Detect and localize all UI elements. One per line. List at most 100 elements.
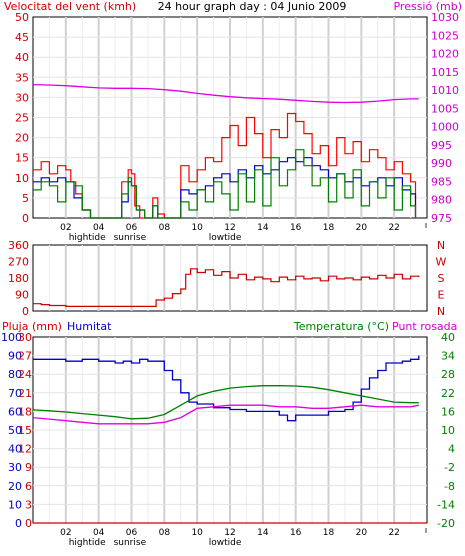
wind-x-tick-10: 10 bbox=[191, 223, 203, 233]
temp-y-tick-40: 40 bbox=[441, 331, 455, 344]
temp-y-tick-16: 16 bbox=[441, 405, 455, 418]
humidity-y-tick-20: 20 bbox=[8, 480, 22, 493]
rain-y-tick-18: 18 bbox=[18, 405, 32, 418]
humidity-y-tick-100: 100 bbox=[1, 331, 22, 344]
wind-y-tick-15: 15 bbox=[15, 152, 29, 165]
wind-y-tick-50: 50 bbox=[15, 11, 29, 24]
wind-y-tick-20: 20 bbox=[15, 132, 29, 145]
rain-y-tick-0: 0 bbox=[25, 517, 32, 530]
climate-x-end-tick: ı bbox=[425, 526, 428, 536]
pressure-y-tick-1030: 1030 bbox=[431, 11, 459, 24]
rain-y-tick-30: 30 bbox=[18, 331, 32, 344]
wind-x-tick-02: 02 bbox=[60, 223, 71, 233]
humidity-y-tick-40: 40 bbox=[8, 443, 22, 456]
humidity-y-tick-70: 70 bbox=[8, 387, 22, 400]
wind-annotation-hightide: hightide bbox=[69, 233, 106, 243]
wind-y-tick-5: 5 bbox=[22, 192, 29, 205]
pressure-y-tick-980: 980 bbox=[431, 194, 452, 207]
humidity-y-tick-60: 60 bbox=[8, 405, 22, 418]
wind-y-tick-0: 0 bbox=[22, 212, 29, 225]
climate-annotation-lowtide: lowtide bbox=[209, 538, 242, 548]
pressure-y-tick-1000: 1000 bbox=[431, 121, 459, 134]
pressure-y-tick-1010: 1010 bbox=[431, 84, 459, 97]
climate-annotation-sunrise: sunrise bbox=[114, 538, 147, 548]
temp-y-tick-28: 28 bbox=[441, 368, 455, 381]
rain-y-tick-9: 9 bbox=[25, 461, 32, 474]
wind-y-tick-30: 30 bbox=[15, 91, 29, 104]
direction-series-line bbox=[33, 268, 420, 307]
direction-compass-2-S: S bbox=[438, 272, 445, 285]
temp-y-tick--8: -8 bbox=[444, 480, 455, 493]
wind-annotation-sunrise: sunrise bbox=[114, 233, 147, 243]
temp-y-tick-10: 10 bbox=[441, 424, 455, 437]
rain-y-tick-15: 15 bbox=[18, 424, 32, 437]
climate-x-tick-02: 02 bbox=[60, 528, 71, 538]
rain-y-tick-27: 27 bbox=[18, 350, 32, 363]
direction-compass-3-E: E bbox=[438, 289, 445, 302]
dewpoint-series-line bbox=[32, 404, 419, 425]
humidity-y-tick-10: 10 bbox=[8, 498, 22, 511]
direction-y-tick-0: 0 bbox=[22, 305, 29, 318]
temperature-axis-title: Temperatura (°C) bbox=[293, 320, 389, 333]
climate-x-tick-14: 14 bbox=[257, 528, 269, 538]
pressure-y-tick-1025: 1025 bbox=[431, 29, 459, 42]
pressure-y-tick-1020: 1020 bbox=[431, 48, 459, 61]
wind-x-end-tick: ı bbox=[425, 221, 428, 231]
wind-y-tick-45: 45 bbox=[15, 31, 29, 44]
humidity-axis-title: Humitat bbox=[67, 320, 112, 333]
direction-y-tick-270: 270 bbox=[8, 256, 29, 269]
wind-speed-series-line bbox=[33, 149, 417, 219]
wind-axis-title: Velocitat del vent (kmh) bbox=[4, 0, 136, 13]
temp-y-tick-22: 22 bbox=[441, 387, 455, 400]
pressure-axis-title: Pressió (mb) bbox=[393, 0, 462, 13]
temperature-series-line bbox=[32, 385, 419, 420]
wind-y-tick-40: 40 bbox=[15, 51, 29, 64]
rain-axis-title: Pluja (mm) bbox=[2, 320, 62, 333]
pressure-y-tick-1005: 1005 bbox=[431, 102, 459, 115]
direction-compass-0-N: N bbox=[437, 239, 445, 252]
wind-x-tick-06: 06 bbox=[126, 223, 138, 233]
climate-x-tick-06: 06 bbox=[126, 528, 138, 538]
climate-x-tick-04: 04 bbox=[93, 528, 105, 538]
climate-x-tick-08: 08 bbox=[159, 528, 171, 538]
wind-y-tick-10: 10 bbox=[15, 172, 29, 185]
rain-y-tick-6: 6 bbox=[25, 480, 32, 493]
temp-y-tick--20: -20 bbox=[437, 517, 455, 530]
pressure-y-tick-975: 975 bbox=[431, 212, 452, 225]
climate-x-tick-18: 18 bbox=[323, 528, 335, 538]
humidity-y-tick-80: 80 bbox=[8, 368, 22, 381]
direction-y-tick-90: 90 bbox=[15, 289, 29, 302]
wind-x-tick-18: 18 bbox=[323, 223, 335, 233]
direction-y-tick-180: 180 bbox=[8, 272, 29, 285]
rain-y-tick-3: 3 bbox=[25, 498, 32, 511]
pressure-series-line bbox=[32, 83, 419, 104]
temp-y-tick--14: -14 bbox=[437, 498, 455, 511]
wind-annotation-lowtide: lowtide bbox=[209, 233, 242, 243]
temp-y-tick--2: -2 bbox=[444, 461, 455, 474]
wind-x-tick-14: 14 bbox=[257, 223, 269, 233]
humidity-y-tick-30: 30 bbox=[8, 461, 22, 474]
chart-title: 24 hour graph day : 04 Junio 2009 bbox=[158, 0, 347, 13]
temp-y-tick-4: 4 bbox=[448, 443, 455, 456]
wind-x-tick-16: 16 bbox=[290, 223, 302, 233]
wind-x-tick-04: 04 bbox=[93, 223, 105, 233]
direction-compass-4-N: N bbox=[437, 305, 445, 318]
wind-y-tick-35: 35 bbox=[15, 71, 29, 84]
pressure-y-tick-985: 985 bbox=[431, 175, 452, 188]
pressure-y-tick-990: 990 bbox=[431, 157, 452, 170]
wind-x-tick-12: 12 bbox=[224, 223, 235, 233]
climate-x-tick-12: 12 bbox=[224, 528, 235, 538]
humidity-y-tick-50: 50 bbox=[8, 424, 22, 437]
rain-y-tick-12: 12 bbox=[18, 443, 32, 456]
rain-y-tick-24: 24 bbox=[18, 368, 32, 381]
wind-y-tick-25: 25 bbox=[15, 112, 29, 125]
temp-y-tick-34: 34 bbox=[441, 350, 455, 363]
humidity-series-line bbox=[33, 355, 420, 422]
dewpoint-axis-title: Punt rosada bbox=[392, 320, 457, 333]
rain-y-tick-21: 21 bbox=[18, 387, 32, 400]
climate-x-tick-16: 16 bbox=[290, 528, 302, 538]
pressure-y-tick-995: 995 bbox=[431, 139, 452, 152]
climate-x-tick-20: 20 bbox=[356, 528, 368, 538]
